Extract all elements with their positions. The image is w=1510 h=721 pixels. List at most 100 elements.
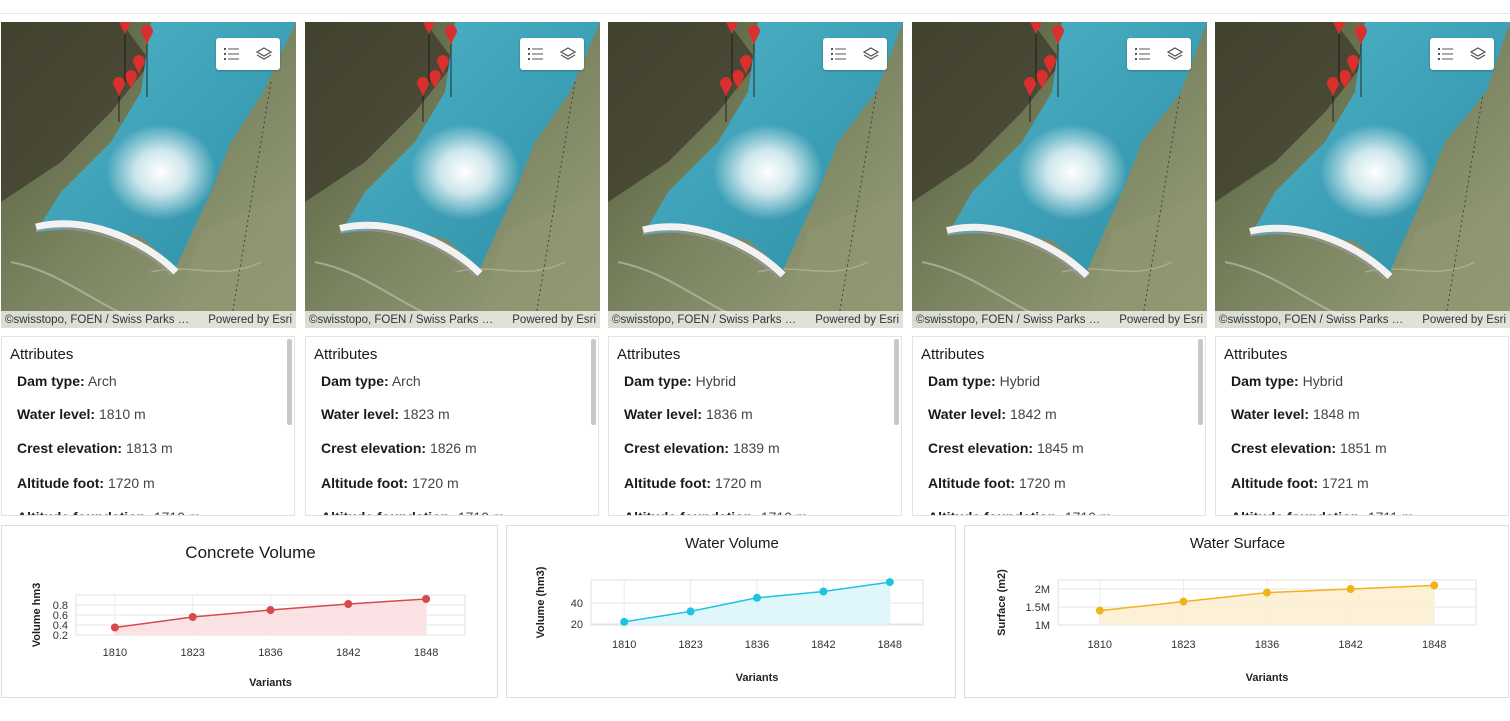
attribution-powered-by[interactable]: Powered by Esri [208, 313, 292, 326]
attribute-row: Dam type: Arch [321, 373, 421, 389]
attribute-row: Water level: 1842 m [928, 406, 1057, 422]
legend-button[interactable] [520, 38, 552, 70]
attribute-row: Altitude foundation: 1710 m [928, 509, 1112, 515]
attribute-row: Altitude foundation: 1711 m [1231, 509, 1414, 515]
series-area [114, 599, 427, 635]
attribute-label: Dam type: [17, 373, 85, 389]
legend-button[interactable] [1127, 38, 1159, 70]
attribute-value: 1720 m [1018, 475, 1066, 491]
x-tick-label: 1848 [878, 639, 902, 651]
legend-button[interactable] [216, 38, 248, 70]
attributes-panel[interactable]: Attributes Dam type: Arch Water level: 1… [1, 336, 295, 516]
map-controls [1430, 38, 1494, 70]
attribution-source: ©swisstopo, FOEN / Swiss Parks Network [5, 313, 195, 326]
attribute-value: 1720 m [714, 475, 762, 491]
data-point[interactable] [819, 587, 828, 596]
y-axis-label: Surface (m2) [996, 569, 1008, 636]
data-point[interactable] [422, 595, 431, 603]
legend-list-icon [1135, 48, 1150, 60]
attributes-panel[interactable]: Attributes Dam type: Hybrid Water level:… [912, 336, 1206, 516]
panel-scrollbar[interactable] [894, 339, 899, 425]
attribute-row: Crest elevation: 1839 m [624, 440, 780, 456]
data-point[interactable] [1095, 606, 1104, 615]
y-tick-label: 1M [1035, 620, 1050, 632]
attributes-panel[interactable]: Attributes Dam type: Hybrid Water level:… [608, 336, 902, 516]
data-point[interactable] [344, 600, 353, 608]
legend-list-icon [831, 48, 846, 60]
y-tick-label: 2M [1035, 584, 1050, 596]
attribute-label: Dam type: [624, 373, 692, 389]
legend-button[interactable] [1430, 38, 1462, 70]
attribution-source: ©swisstopo, FOEN / Swiss Parks Network [916, 313, 1106, 326]
attribute-row: Dam type: Hybrid [1231, 373, 1343, 389]
attribute-row: Crest elevation: 1851 m [1231, 440, 1387, 456]
layers-icon [560, 47, 576, 60]
attribute-value: 1848 m [1312, 406, 1360, 422]
attribute-value: 1826 m [429, 440, 477, 456]
x-tick-label: 1823 [1171, 639, 1195, 651]
x-tick-label: 1848 [1422, 639, 1446, 651]
legend-list-icon [1438, 48, 1453, 60]
attributes-panel[interactable]: Attributes Dam type: Hybrid Water level:… [1215, 336, 1509, 516]
layers-button[interactable] [552, 38, 584, 70]
y-tick-label: 0.6 [53, 610, 68, 622]
attributes-title: Attributes [617, 346, 681, 363]
attributes-panel[interactable]: Attributes Dam type: Arch Water level: 1… [305, 336, 599, 516]
attribution-powered-by[interactable]: Powered by Esri [512, 313, 596, 326]
x-tick-label: 1836 [258, 647, 282, 659]
attribution-source: ©swisstopo, FOEN / Swiss Parks Network [309, 313, 499, 326]
attribute-value: 1836 m [705, 406, 753, 422]
panel-scrollbar[interactable] [591, 339, 596, 425]
data-point[interactable] [266, 606, 275, 614]
top-bar [0, 0, 1510, 14]
panel-scrollbar[interactable] [287, 339, 292, 425]
map-attribution: ©swisstopo, FOEN / Swiss Parks Network P… [912, 311, 1207, 328]
data-point[interactable] [1346, 585, 1355, 593]
map-controls [823, 38, 887, 70]
layers-icon [1470, 47, 1486, 60]
attribute-value: 1721 m [1321, 475, 1369, 491]
attribution-source: ©swisstopo, FOEN / Swiss Parks Network [612, 313, 802, 326]
attribute-value: 1813 m [125, 440, 173, 456]
legend-button[interactable] [823, 38, 855, 70]
data-point[interactable] [885, 578, 894, 587]
attribution-source: ©swisstopo, FOEN / Swiss Parks Network [1219, 313, 1409, 326]
data-point[interactable] [1430, 581, 1439, 590]
attribute-value: 1823 m [402, 406, 450, 422]
map-view[interactable]: ©swisstopo, FOEN / Swiss Parks Network P… [305, 22, 600, 328]
terrain-scene [1215, 22, 1510, 328]
map-view[interactable]: ©swisstopo, FOEN / Swiss Parks Network P… [1, 22, 296, 328]
layers-button[interactable] [855, 38, 887, 70]
attribute-row: Altitude foundation: 1710 m [624, 509, 808, 515]
y-tick-label: 1.5M [1026, 602, 1050, 614]
x-tick-label: 1842 [336, 647, 360, 659]
data-point[interactable] [1263, 588, 1271, 597]
layers-button[interactable] [1159, 38, 1191, 70]
attribution-powered-by[interactable]: Powered by Esri [1119, 313, 1203, 326]
attribute-row: Altitude foot: 1721 m [1231, 475, 1369, 491]
layers-button[interactable] [1462, 38, 1494, 70]
attribute-label: Altitude foundation: [1231, 509, 1364, 515]
attribute-label: Altitude foundation: [17, 509, 150, 515]
attribute-row: Altitude foot: 1720 m [928, 475, 1066, 491]
map-attribution: ©swisstopo, FOEN / Swiss Parks Network P… [1215, 311, 1510, 328]
terrain-scene [912, 22, 1207, 328]
attribute-row: Water level: 1848 m [1231, 406, 1360, 422]
map-view[interactable]: ©swisstopo, FOEN / Swiss Parks Network P… [608, 22, 903, 328]
map-view[interactable]: ©swisstopo, FOEN / Swiss Parks Network P… [1215, 22, 1510, 328]
legend-list-icon [528, 48, 543, 60]
data-point[interactable] [753, 593, 761, 602]
layers-button[interactable] [248, 38, 280, 70]
attribution-powered-by[interactable]: Powered by Esri [815, 313, 899, 326]
data-point[interactable] [686, 607, 695, 616]
data-point[interactable] [1179, 597, 1188, 606]
panel-scrollbar[interactable] [1198, 339, 1203, 425]
data-point[interactable] [188, 613, 197, 621]
map-view[interactable]: ©swisstopo, FOEN / Swiss Parks Network P… [912, 22, 1207, 328]
data-point[interactable] [620, 617, 629, 626]
attribute-row: Crest elevation: 1845 m [928, 440, 1084, 456]
map-attribution: ©swisstopo, FOEN / Swiss Parks Network P… [1, 311, 296, 328]
attribution-powered-by[interactable]: Powered by Esri [1422, 313, 1506, 326]
attribute-row: Altitude foot: 1720 m [321, 475, 459, 491]
data-point[interactable] [110, 623, 119, 632]
